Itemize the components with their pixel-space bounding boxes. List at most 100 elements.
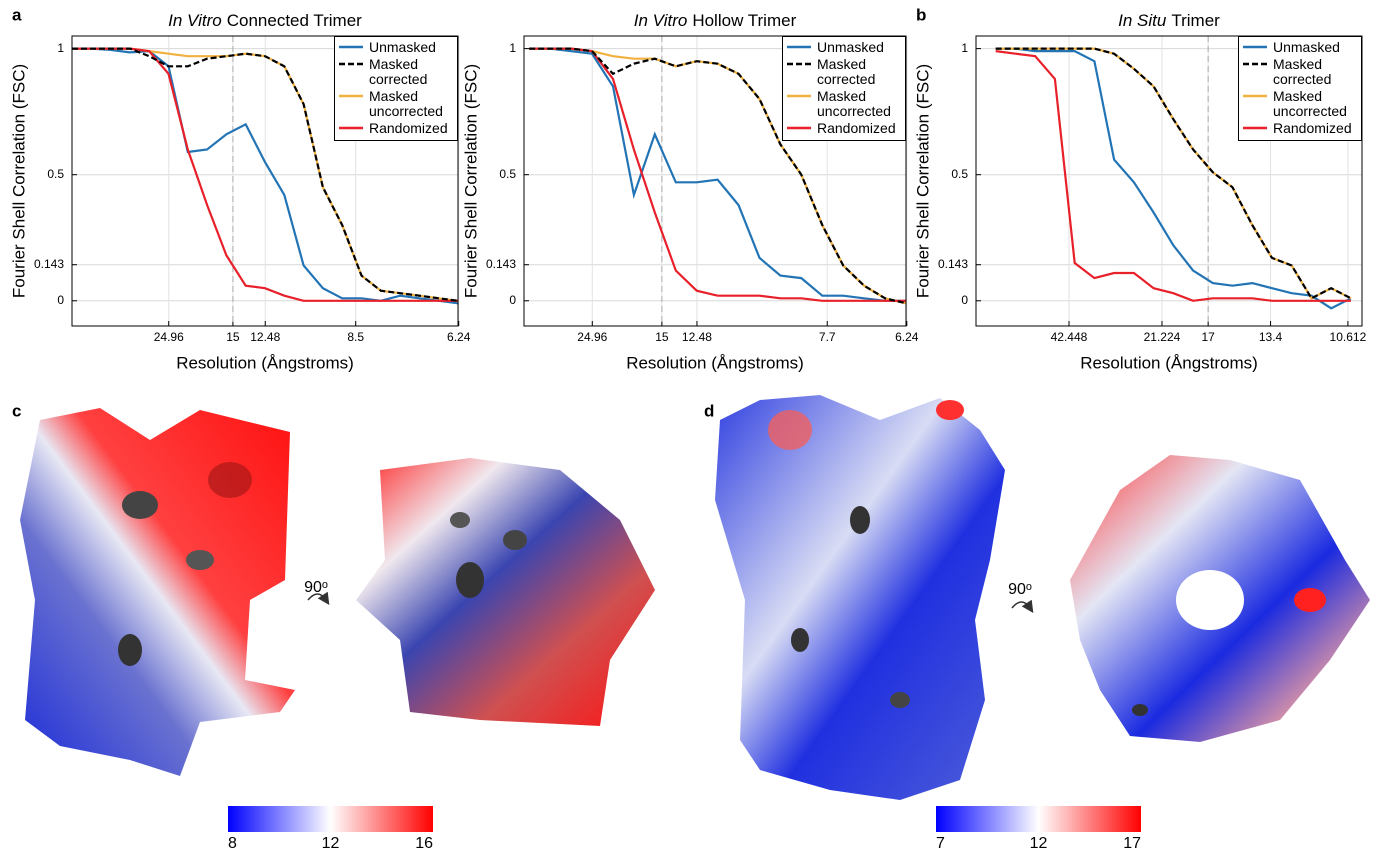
series-line: [995, 47, 1352, 300]
legend-swatch: [339, 62, 363, 66]
series-line: [72, 47, 458, 302]
plot-frame: [975, 35, 1363, 327]
y-tick-label: 0: [961, 293, 968, 307]
legend-item: Randomized: [339, 121, 453, 136]
colorbar-tick-label: 12: [322, 835, 340, 852]
legend-label: Unmasked: [369, 39, 436, 55]
legend-label: Masked corrected: [369, 56, 428, 87]
y-tick-label: 0.5: [951, 167, 968, 181]
title-italic: In Vitro: [634, 11, 688, 30]
legend-item: Masked uncorrected: [1243, 89, 1357, 119]
x-tick-label: 10.612: [1330, 330, 1367, 344]
plot-frame: [523, 35, 907, 327]
plot-frame: [71, 35, 459, 327]
x-axis-label: Resolution (Ångstroms): [176, 353, 354, 372]
legend-swatch: [1243, 94, 1267, 98]
legend-label: Unmasked: [817, 39, 884, 55]
legend-item: Randomized: [787, 121, 901, 136]
series-line: [529, 47, 906, 305]
y-tick-label: 0.5: [47, 167, 64, 181]
rotation-arrow: [307, 591, 330, 605]
title-italic: In Vitro: [168, 11, 222, 30]
plot: In Vitro Connected Trimer 0 0.143 0.5 1 24.96 1…: [9, 11, 470, 372]
legend-label: Masked uncorrected: [369, 88, 443, 119]
legend-item: Unmasked: [339, 40, 453, 55]
y-tick-label: 0: [57, 293, 64, 307]
legend: Unmasked Masked corrected Masked uncorrect…: [334, 36, 458, 141]
legend-swatch: [1243, 126, 1267, 130]
legend-item: Masked uncorrected: [339, 89, 453, 119]
colorbar-tick-label: 8: [228, 835, 237, 852]
y-tick-label: 0.143: [34, 257, 64, 271]
panel-label: c: [12, 401, 21, 420]
legend-label: Randomized: [1273, 120, 1352, 136]
density-map: [20, 395, 1370, 800]
legend-swatch: [339, 94, 363, 98]
rotation-arrow: [1011, 599, 1034, 613]
y-axis-label: Fourier Shell Correlation (FSC): [913, 64, 932, 298]
x-tick-label: 13.4: [1259, 330, 1283, 344]
chart-title: In Situ Trimer: [1118, 11, 1220, 30]
x-tick-label: 15: [226, 330, 240, 344]
panel-label: a: [12, 5, 22, 24]
legend-swatch: [1243, 62, 1267, 66]
y-tick-label: 1: [509, 41, 516, 55]
legend-swatch: [1243, 45, 1267, 49]
plot: In Situ Trimer 0 0.143 0.5 1 42.448 21.224 17 13.…: [913, 11, 1366, 372]
x-tick-label: 8.5: [347, 330, 364, 344]
y-tick-label: 1: [57, 41, 64, 55]
colorbar-tick-label: 17: [1123, 835, 1141, 852]
rotation-label: 90ᵒ: [1008, 581, 1032, 598]
y-tick-label: 0.5: [499, 167, 516, 181]
legend-item: Unmasked: [1243, 40, 1357, 55]
series-line: [72, 47, 458, 302]
plot: In Vitro Hollow Trimer 0 0.143 0.5 1 24.96 15 12…: [461, 11, 918, 372]
legend-item: Masked uncorrected: [787, 89, 901, 119]
x-tick-label: 24.96: [577, 330, 607, 344]
legend-label: Randomized: [817, 120, 896, 136]
title-text: Hollow Trimer: [692, 11, 796, 30]
panel-label: b: [916, 5, 926, 24]
y-tick-label: 1: [961, 41, 968, 55]
x-tick-label: 6.24: [447, 330, 471, 344]
x-tick-label: 17: [1201, 330, 1215, 344]
x-tick-label: 42.448: [1051, 330, 1088, 344]
x-axis-label: Resolution (Ångstroms): [626, 353, 804, 372]
legend: Unmasked Masked corrected Masked uncorrect…: [1238, 36, 1362, 141]
panel-label: d: [704, 401, 714, 420]
x-tick-label: 12.48: [682, 330, 712, 344]
y-tick-label: 0: [509, 293, 516, 307]
legend-swatch: [339, 126, 363, 130]
colorbar-tick-label: 16: [415, 835, 433, 852]
x-tick-label: 12.48: [250, 330, 280, 344]
legend-label: Randomized: [369, 120, 448, 136]
colorbar: [936, 806, 1141, 832]
series-line: [529, 47, 906, 302]
legend-label: Masked uncorrected: [817, 88, 891, 119]
colorbar: [228, 806, 433, 832]
legend-item: Randomized: [1243, 121, 1357, 136]
legend-swatch: [787, 94, 811, 98]
chart-title: In Vitro Connected Trimer: [168, 11, 362, 30]
legend-item: Masked corrected: [339, 57, 453, 87]
legend-swatch: [339, 45, 363, 49]
legend-swatch: [787, 126, 811, 130]
colorbar-tick-label: 12: [1030, 835, 1048, 852]
x-tick-label: 21.224: [1144, 330, 1181, 344]
legend-item: Masked corrected: [1243, 57, 1357, 87]
legend-swatch: [787, 45, 811, 49]
legend: Unmasked Masked corrected Masked uncorrect…: [782, 36, 906, 141]
colorbar-tick-label: 7: [936, 835, 945, 852]
x-tick-label: 15: [655, 330, 669, 344]
series-line: [529, 47, 906, 302]
x-tick-label: 6.24: [895, 330, 919, 344]
series-line: [995, 50, 1351, 302]
legend-item: Masked corrected: [787, 57, 901, 87]
title-italic: In Situ: [1118, 11, 1167, 30]
y-axis-label: Fourier Shell Correlation (FSC): [461, 64, 480, 298]
title-text: Trimer: [1171, 11, 1220, 30]
x-tick-label: 7.7: [819, 330, 836, 344]
rotation-label: 90ᵒ: [304, 579, 328, 596]
